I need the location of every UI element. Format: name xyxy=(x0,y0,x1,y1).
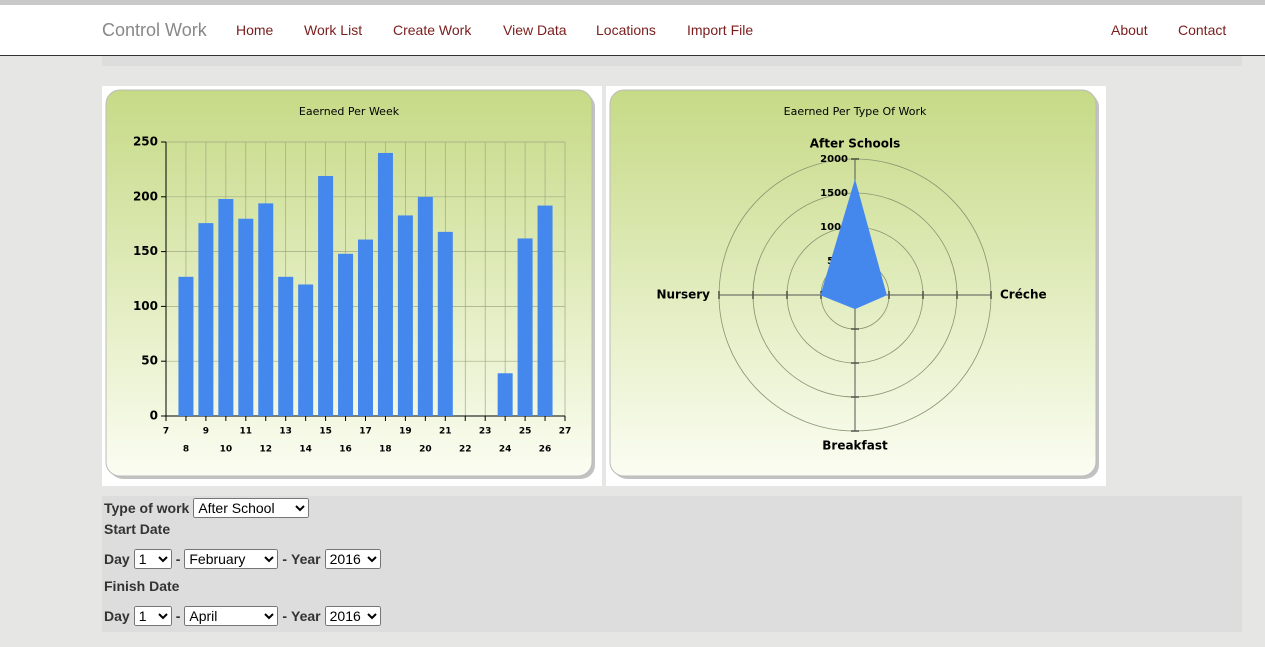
bar xyxy=(377,152,393,416)
label: Finish Date xyxy=(104,578,180,594)
x-tick-label: 11 xyxy=(240,427,253,437)
y-tick-label: 100 xyxy=(133,299,158,313)
category-label: After Schools xyxy=(810,137,901,151)
x-tick-label: 23 xyxy=(479,427,492,437)
x-tick-label: 15 xyxy=(319,427,332,437)
nav-link[interactable]: Contact xyxy=(1178,22,1227,38)
x-tick-label: 10 xyxy=(220,445,233,455)
brand[interactable]: Control Work xyxy=(102,20,207,40)
y-tick-label: 250 xyxy=(133,135,158,149)
nav-link[interactable]: Import File xyxy=(687,22,754,38)
bar xyxy=(178,276,194,416)
radar-chart: Eaerned Per Type Of Work0500100015002000… xyxy=(606,86,1106,486)
day-select[interactable]: 1 xyxy=(133,549,172,569)
nav-link[interactable]: Work List xyxy=(304,22,363,38)
top-strip xyxy=(0,0,1265,5)
x-tick-label: 7 xyxy=(163,427,169,437)
x-tick-label: 17 xyxy=(359,427,372,437)
type-select[interactable]: After School xyxy=(193,498,310,518)
r-tick-label: 1000 xyxy=(820,222,848,233)
bar xyxy=(278,276,294,416)
bar xyxy=(358,239,373,416)
x-tick-label: 9 xyxy=(203,427,209,437)
bar xyxy=(497,373,513,416)
label: Year xyxy=(291,608,321,624)
r-tick-label: 2000 xyxy=(820,154,848,165)
bar xyxy=(517,238,533,416)
label: Year xyxy=(291,551,321,567)
navbar: Control Work Home Work List Create Work … xyxy=(0,5,1265,56)
nav-link[interactable]: View Data xyxy=(503,22,567,38)
y-tick-label: 50 xyxy=(141,354,158,368)
year-select[interactable]: 2016 xyxy=(324,549,381,569)
label: Day xyxy=(104,551,130,567)
filter-form: Type of work After School Start Date Day… xyxy=(102,496,1242,632)
x-tick-label: 14 xyxy=(299,445,312,455)
bar xyxy=(397,215,413,416)
x-tick-label: 18 xyxy=(379,445,392,455)
chart-title: Eaerned Per Week xyxy=(299,105,400,118)
day-select[interactable]: 1 xyxy=(133,606,172,626)
bar xyxy=(417,196,433,416)
x-tick-label: 13 xyxy=(279,427,292,437)
year-select[interactable]: 2016 xyxy=(324,606,381,626)
radar-area xyxy=(820,178,887,310)
nav-link[interactable]: Home xyxy=(236,22,274,38)
x-tick-label: 20 xyxy=(419,445,432,455)
y-tick-label: 0 xyxy=(150,409,158,423)
category-label: Créche xyxy=(1000,288,1047,302)
x-tick-label: 19 xyxy=(399,427,412,437)
r-tick-label: 1500 xyxy=(820,188,848,199)
bar xyxy=(238,218,254,416)
bar xyxy=(338,253,354,416)
content-panel xyxy=(102,56,1242,66)
bar xyxy=(318,175,334,416)
x-tick-label: 24 xyxy=(499,445,512,455)
separator: - xyxy=(175,551,181,567)
x-tick-label: 26 xyxy=(539,445,552,455)
x-tick-label: 22 xyxy=(459,445,472,455)
bar xyxy=(218,198,234,416)
x-tick-label: 21 xyxy=(439,427,452,437)
category-label: Breakfast xyxy=(822,439,888,453)
category-label: Nursery xyxy=(656,288,710,302)
separator: - xyxy=(282,551,288,567)
label: Type of work xyxy=(104,500,190,516)
x-tick-label: 16 xyxy=(339,445,352,455)
bar xyxy=(298,284,314,416)
x-tick-label: 12 xyxy=(259,445,272,455)
nav-link[interactable]: Create Work xyxy=(393,22,472,38)
x-tick-label: 27 xyxy=(559,427,572,437)
x-tick-label: 8 xyxy=(183,445,189,455)
bar-chart: Eaerned Per Week 7 8 9 10 11 12 13 14 15 16 17 18 19 2… xyxy=(102,86,602,486)
nav-link[interactable]: Locations xyxy=(596,22,656,38)
separator: - xyxy=(175,608,181,624)
bar xyxy=(437,231,453,416)
bar xyxy=(537,205,553,416)
bar xyxy=(198,223,214,416)
chart-title: Eaerned Per Type Of Work xyxy=(784,105,927,118)
month-select[interactable]: February xyxy=(184,549,279,569)
month-select[interactable]: April xyxy=(184,606,279,626)
nav-link[interactable]: About xyxy=(1111,22,1148,38)
y-tick-label: 200 xyxy=(133,189,158,203)
bar xyxy=(258,203,274,416)
label: Start Date xyxy=(104,521,171,537)
separator: - xyxy=(282,608,288,624)
label: Day xyxy=(104,608,130,624)
x-tick-label: 25 xyxy=(519,427,532,437)
y-tick-label: 150 xyxy=(133,244,158,258)
